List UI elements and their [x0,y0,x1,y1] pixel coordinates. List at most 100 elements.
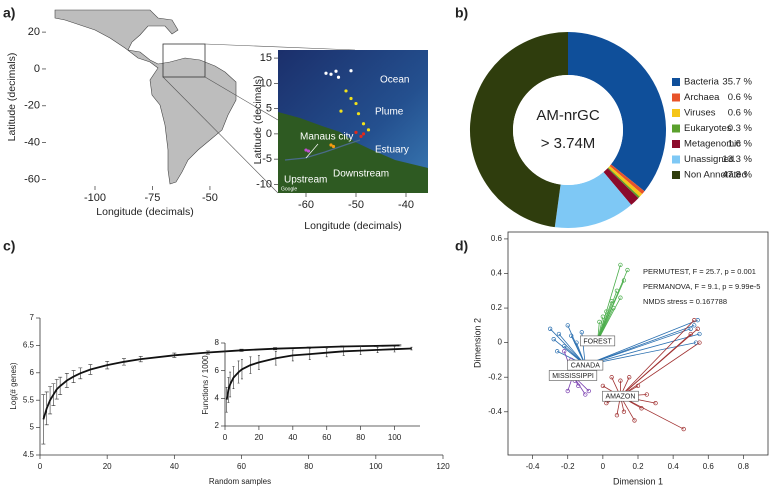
axis-label: Log(# genes) [9,362,18,409]
point [609,298,614,304]
point [627,375,632,380]
legend-value: 0.6 % [728,92,753,103]
zoom-line [162,76,279,194]
site [356,112,361,116]
point [611,305,616,311]
y-tick-label: 0.2 [491,303,503,312]
point [597,319,602,325]
point [614,413,620,418]
y-tick-label: 8 [215,338,220,347]
site [334,69,338,73]
point [688,331,693,337]
annotation: NMDS stress = 0.167788 [643,297,727,306]
point [681,426,686,432]
x-tick-label: -0.2 [561,462,575,471]
point [688,326,693,331]
point [639,406,644,411]
point [583,392,588,397]
zoom-line [204,43,356,51]
y-tick-label: 7 [30,313,35,322]
axis-label: Dimension 2 [472,318,482,368]
donut-slice [603,168,639,205]
site-label: Estuary [375,145,409,156]
point [556,331,562,337]
site [359,134,363,139]
point [555,349,560,354]
y-tick-label: -20 [24,100,40,112]
legend-label: Archaea [684,92,720,103]
legend-swatch [672,140,680,148]
center-label: > 3.74M [541,135,596,152]
credit: Google [281,186,297,192]
x-tick-label: 40 [288,433,297,442]
panel-label: d) [455,238,468,254]
donut-hole [513,75,623,185]
point [618,262,623,267]
y-tick-label: -0.2 [488,372,502,381]
group-label-box [602,390,639,402]
legend-swatch [672,78,680,86]
legend-swatch [672,171,680,179]
site [331,144,336,149]
x-tick-label: 0 [38,462,43,471]
legend-label: Eukaryotes [684,123,732,134]
y-tick-label: 0 [34,63,40,75]
axis-label: Longitude (decimals) [96,206,193,218]
x-tick-label: -75 [145,192,161,204]
x-tick-label: 0.4 [668,462,680,471]
legend-swatch [672,93,680,102]
point [625,267,630,273]
legend-value: 0.3 % [728,123,753,134]
point [697,340,702,345]
donut-slice [554,172,632,229]
point [551,337,556,342]
site [329,72,333,76]
legend-value: 13.3 % [722,154,752,165]
landmass [54,9,237,185]
y-tick-label: 6.5 [23,341,35,350]
y-tick-label: 0.6 [491,234,503,243]
axis-label: Dimension 1 [613,476,663,486]
site [361,132,366,136]
x-tick-label: 0.6 [703,462,715,471]
legend-swatch [672,124,680,133]
site-label: Upstream [284,175,327,186]
x-tick-label: 20 [254,433,263,442]
legend-label: Metagenomic [684,139,741,150]
axis-label: Functions / 1000 [201,355,210,415]
panel-label: a) [3,5,15,21]
donut-slice [469,31,568,228]
x-tick-label: -0.4 [526,462,540,471]
x-tick-label: 0.2 [632,462,644,471]
point [621,409,627,414]
curve [225,347,412,400]
spider-line [620,395,684,430]
point [621,278,627,283]
y-tick-label: 4 [215,393,220,402]
group-label: FOREST [583,338,612,345]
inset-box [162,43,206,78]
spider-line [597,280,625,342]
x-tick-label: 80 [304,462,313,471]
axis-label: Latitude (decimals) [6,53,18,142]
spider-line [620,342,700,397]
legend-value: 47.8 % [722,170,752,181]
x-tick-label: 0.8 [738,462,750,471]
site [354,101,358,106]
point [697,331,702,337]
site [304,148,308,152]
inset-labels: Ocean Plume Manaus city Estuary Upstream… [281,75,409,193]
spider-line [585,333,700,366]
legend-label: Viruses [684,108,716,119]
point [695,326,700,331]
point [548,326,553,331]
site [361,122,366,126]
x-tick-label: -60 [298,199,314,211]
spider-line [620,319,695,397]
y-tick-label: 0.4 [491,269,503,278]
y-tick-label: 4.5 [23,450,35,459]
y-tick-label: 0 [498,338,503,347]
point [586,388,591,394]
